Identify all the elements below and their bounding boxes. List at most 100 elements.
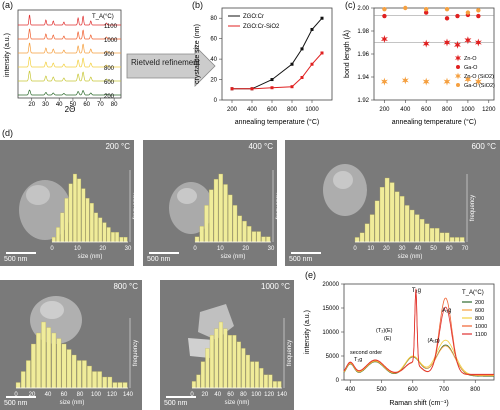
- hist-bar-d4-8: [56, 338, 62, 389]
- hist-bar-d1-4: [68, 183, 73, 243]
- hist-bar-d5-5: [214, 328, 219, 389]
- bond-xtick-label-1000: 1000: [461, 107, 475, 113]
- scale-bar-1000: [166, 396, 196, 398]
- hist-bar-d2-9: [237, 215, 242, 243]
- size-ytick-label-0: 0: [214, 98, 218, 104]
- size-point-0-5: [310, 27, 314, 31]
- bond-point-3-3: [444, 6, 450, 12]
- hist-bar-d3-20: [454, 237, 460, 243]
- hist-bar-d5-6: [218, 321, 223, 389]
- hist-bar-d2-13: [256, 231, 261, 243]
- hist-tick-d2-20: 20: [242, 246, 249, 252]
- xrd-legend-1100: 1100: [104, 24, 118, 30]
- xrd-legend-600: 600: [104, 80, 115, 86]
- size-point-0-4: [300, 47, 304, 51]
- hist-bar-d2-5: [218, 173, 223, 243]
- hist-bar-d5-1: [196, 374, 201, 389]
- hist-bar-d3-15: [429, 228, 435, 243]
- bond-legend-swatch-3: [456, 83, 460, 87]
- xrd-legend-title: T_A(°C): [92, 14, 114, 20]
- raman-legend-title: T_A(°C): [462, 290, 484, 296]
- raman-ytick-label-5000: 5000: [326, 354, 340, 360]
- hist-bar-d3-6: [384, 177, 390, 243]
- hist-bar-d3-21: [459, 237, 465, 243]
- hist-bar-d1-0: [51, 236, 56, 243]
- hist-bar-d1-16: [119, 236, 124, 243]
- hist-tick-d1-0: 0: [50, 246, 54, 252]
- raman-xtick-label-600: 600: [408, 387, 419, 393]
- hist-bar-d3-7: [389, 182, 395, 243]
- scale-bar-400: [149, 252, 179, 254]
- micrograph-400-temp: 400 °C: [248, 142, 273, 151]
- hist-bar-d5-7: [223, 328, 228, 389]
- bond-point-2-3: [443, 77, 451, 86]
- size-ylabel: crystallite size (nm): [194, 24, 201, 84]
- size-xlabel: annealing temperature (°C): [235, 118, 320, 126]
- size-xtick-label-1000: 1000: [305, 107, 319, 113]
- hist-bar-d3-12: [414, 214, 420, 243]
- bond-xtick-label-600: 600: [421, 107, 432, 113]
- hist-bar-d4-14: [87, 365, 92, 389]
- hist-tick-d1-30: 30: [125, 246, 132, 252]
- panel-label-b: (b): [192, 0, 203, 10]
- histogram-d3: 0 10 20 30 40 50 60 70 size (nm) frequency: [353, 174, 476, 260]
- hist-bar-d4-11: [71, 354, 77, 389]
- hist-bar-d3-3: [369, 214, 375, 243]
- hist-bar-d2-8: [232, 205, 238, 243]
- size-legend-label-1: ZGO:Cr-SiO2: [243, 24, 280, 30]
- bond-point-3-0: [382, 6, 387, 12]
- size-point-0-6: [320, 16, 324, 20]
- micrograph-800-temp: 800 °C: [113, 282, 138, 291]
- hist-tick-d4-20: 20: [29, 392, 36, 398]
- hist-tick-d3-50: 50: [430, 246, 437, 252]
- hist-tick-d5-20: 20: [202, 392, 209, 398]
- hist-ylabel-d2: frequency: [276, 193, 277, 219]
- size-frame: [221, 7, 333, 101]
- hist-xlabel-d4: size (nm): [60, 400, 85, 406]
- hist-tick-d5-0: 0: [190, 392, 194, 398]
- hist-bar-d4-10: [66, 349, 72, 389]
- xrd-ylabel: intensity (a.u.): [4, 33, 11, 77]
- hist-bar-d3-0: [354, 237, 360, 243]
- scale-bar-200: [6, 252, 36, 254]
- size-xtick-label-200: 200: [227, 107, 238, 113]
- hist-tick-d3-0: 0: [353, 246, 357, 252]
- hist-bar-d5-9: [232, 335, 237, 389]
- size-point-1-5: [310, 62, 314, 66]
- xrd-tick-label-50: 50: [70, 102, 77, 108]
- size-point-0-3: [290, 62, 294, 66]
- hist-bar-d4-9: [61, 343, 67, 389]
- raman-series-1100: [343, 288, 494, 375]
- scale-bar-600: [291, 252, 321, 254]
- hist-tick-d4-40: 40: [45, 392, 52, 398]
- hist-bar-d1-14: [110, 232, 115, 243]
- bond-xtick-label-800: 800: [442, 107, 453, 113]
- histogram-d1: 0 10 20 30 size (nm) frequency: [50, 170, 134, 260]
- micrograph-800: 0 20 40 60 80 100 120 140 size (nm) frequency 800…: [0, 280, 142, 410]
- scale-label-400: 500 nm: [147, 256, 171, 263]
- histogram-d2: 0 10 20 30 size (nm) frequency: [193, 170, 277, 260]
- size-point-0-2: [270, 78, 274, 82]
- panel-label-e: (e): [305, 270, 316, 280]
- hist-xlabel-d2: size (nm): [221, 254, 246, 260]
- hist-bar-d5-8: [227, 335, 232, 389]
- hist-xlabel-d5: size (nm): [225, 400, 250, 406]
- xrd-series-900: [18, 42, 121, 54]
- bond-xtick-label-1200: 1200: [482, 107, 496, 113]
- raman-chart: 400 500 600 700 800 0 5000 10000 15000 20000 seco…: [304, 282, 495, 407]
- rietveld-label: Rietveld refinement: [131, 58, 200, 67]
- size-point-1-6: [320, 51, 324, 55]
- xrd-series-1100: [18, 14, 121, 26]
- hist-ylabel-d4: frequency: [133, 340, 139, 366]
- hist-bar-d4-13: [82, 360, 87, 389]
- bond-point-0-0: [381, 35, 388, 43]
- hist-bar-d5-18: [272, 381, 277, 389]
- size-xtick-label-800: 800: [287, 107, 298, 113]
- scale-label-200: 500 nm: [4, 256, 28, 263]
- hist-tick-d4-80: 80: [77, 392, 84, 398]
- hist-bar-d1-6: [77, 178, 82, 243]
- xrd-legend-200: 200: [104, 94, 115, 100]
- bond-point-0-1: [422, 39, 430, 48]
- histogram-d5: 0 20 40 60 80 100 120 140 size (nm) frequency: [190, 318, 293, 406]
- micrograph-1000: 0 20 40 60 80 100 120 140 size (nm) frequency 100…: [160, 280, 294, 410]
